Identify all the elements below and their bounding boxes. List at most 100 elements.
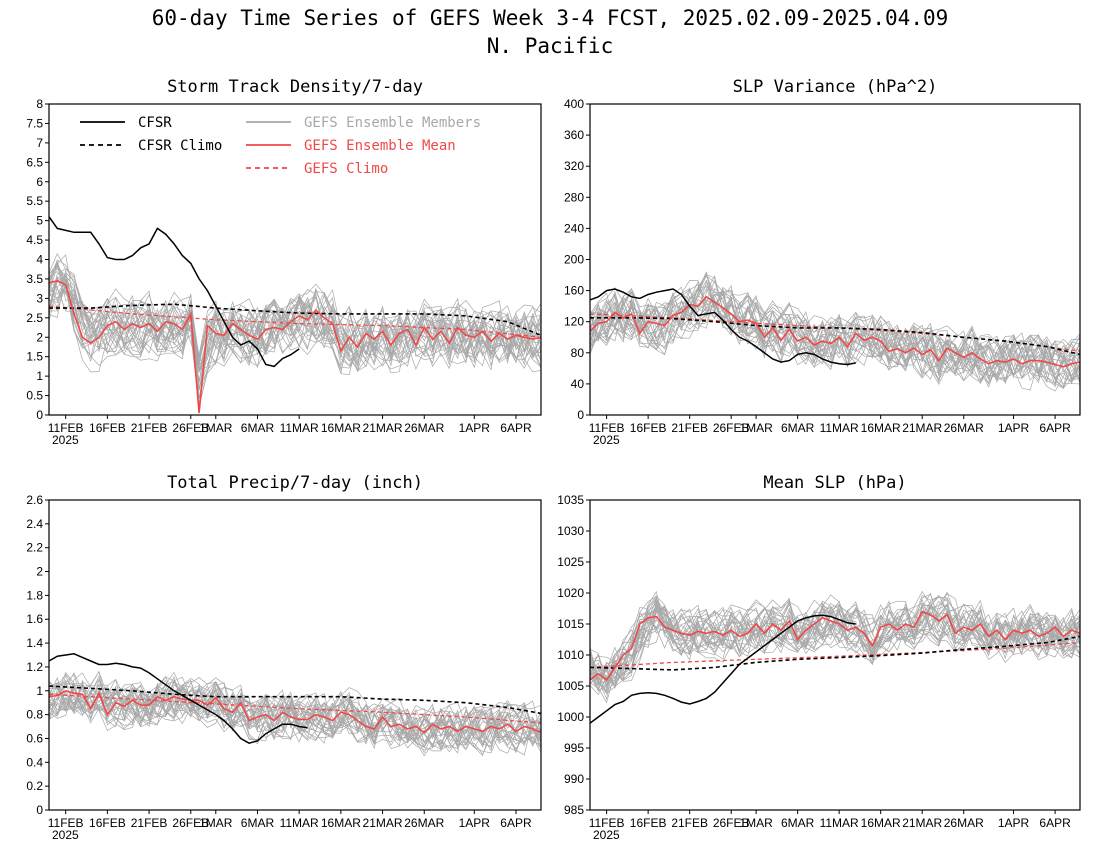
x-tick-label: 6MAR [781, 816, 815, 830]
member-line [590, 594, 1080, 686]
series-gefs-ensemble-mean [49, 280, 541, 414]
member-line [49, 671, 541, 754]
member-line [49, 252, 541, 367]
member-line [49, 679, 541, 752]
series-cfsr [49, 653, 308, 745]
x-tick-label: 16MAR [321, 421, 361, 435]
member-line [590, 280, 1080, 391]
y-tick-label: 985 [564, 803, 584, 817]
y-tick-label: 2 [36, 330, 43, 344]
x-tick-label: 16FEB [630, 816, 667, 830]
panel-4: Mean SLP (hPa) 985 990 995 1000 1005 1010 1015 1… [557, 473, 1081, 842]
series-cfsr-climo [590, 316, 1080, 356]
x-tick-label: 1APR [998, 816, 1030, 830]
panel-3: Total Precip/7-day (inch)00.20.40.60.811… [26, 473, 542, 842]
y-tick-label: 80 [571, 346, 585, 360]
y-tick-label: 1.5 [26, 350, 43, 364]
ensemble-members [49, 670, 541, 757]
x-tick-label: 11MAR [280, 816, 319, 830]
x-tick-label: 1APR [459, 421, 491, 435]
member-line [590, 272, 1080, 382]
y-tick-label: 1 [36, 684, 43, 698]
x-tick-label: 26MAR [944, 421, 984, 435]
figure-subtitle: N. Pacific [486, 34, 614, 58]
x-tick-label: 6MAR [241, 421, 275, 435]
x-tick-label: 11FEB [589, 421, 625, 435]
y-tick-label: 990 [564, 772, 584, 786]
x-tick-label: 11MAR [820, 816, 859, 830]
x-tick-label: 11MAR [820, 421, 859, 435]
y-tick-label: 1020 [557, 586, 584, 600]
x-tick-label: 6APR [500, 816, 532, 830]
x-tick-label: 1MAR [739, 421, 773, 435]
series-gefs-ensemble-mean [49, 689, 541, 734]
legend-label-gefs_climo: GEFS Climo [304, 161, 388, 177]
y-tick-label: 1010 [557, 648, 584, 662]
y-tick-label: 400 [564, 97, 584, 111]
member-line [49, 270, 541, 373]
panel-title: Total Precip/7-day (inch) [167, 473, 423, 493]
y-tick-label: 2.2 [26, 541, 43, 555]
y-tick-label: 0.8 [26, 708, 43, 722]
legend-label-cfsr: CFSR [138, 115, 172, 131]
x-tick-label: 21MAR [902, 421, 942, 435]
y-tick-label: 280 [564, 190, 584, 204]
x-tick-label: 21FEB [131, 421, 168, 435]
y-tick-label: 0.4 [26, 755, 43, 769]
x-tick-label: 16FEB [630, 421, 667, 435]
figure-title: 60-day Time Series of GEFS Week 3-4 FCST… [151, 6, 949, 30]
y-tick-label: 0 [36, 803, 43, 817]
y-tick-label: 4.5 [26, 233, 43, 247]
member-line [590, 591, 1080, 704]
x-tick-label: 21MAR [902, 816, 942, 830]
panel-title: Mean SLP (hPa) [763, 473, 906, 493]
member-line [590, 279, 1080, 387]
legend-label-members: GEFS Ensemble Members [304, 115, 481, 131]
x-tick-label: 6APR [1039, 816, 1071, 830]
y-tick-label: 8 [36, 97, 43, 111]
y-tick-label: 0.2 [26, 779, 43, 793]
y-tick-label: 0.5 [26, 389, 43, 403]
y-tick-label: 1000 [557, 710, 584, 724]
y-tick-label: 5 [36, 214, 43, 228]
x-tick-label: 11MAR [280, 421, 319, 435]
y-tick-label: 1.4 [26, 636, 43, 650]
member-line [590, 590, 1080, 682]
x-tick-label: 21MAR [363, 421, 403, 435]
y-tick-label: 1025 [557, 555, 584, 569]
series-gefs-ensemble-mean [590, 610, 1080, 681]
member-line [49, 683, 541, 744]
panel-1: Storm Track Density/7-day 0 0.5 1 1.5 2 2.5 3 3.… [26, 77, 542, 447]
y-tick-label: 2.4 [26, 517, 43, 531]
x-tick-label: 26FEB [172, 816, 209, 830]
x-tick-label: 1MAR [739, 816, 773, 830]
member-line [590, 280, 1080, 382]
y-tick-label: 2.6 [26, 493, 43, 507]
ensemble-members [590, 590, 1080, 704]
series-cfsr-climo [590, 635, 1080, 671]
series-gefs-ensemble-mean [590, 295, 1080, 368]
member-line [590, 603, 1080, 692]
member-line [590, 287, 1080, 382]
x-tick-label: 11FEB [48, 421, 84, 435]
x-tick-label: 16MAR [861, 816, 901, 830]
member-line [590, 294, 1080, 385]
series-group [590, 288, 1080, 368]
member-line [590, 593, 1080, 693]
member-line [49, 676, 541, 746]
x-tick-label: 1MAR [199, 421, 233, 435]
x-tick-label: 16FEB [89, 816, 126, 830]
member-line [49, 684, 541, 754]
ensemble-members [49, 252, 541, 407]
y-tick-label: 1.2 [26, 660, 43, 674]
x-tick-label: 21FEB [671, 816, 708, 830]
y-tick-label: 3.5 [26, 272, 43, 286]
y-tick-label: 1.6 [26, 612, 43, 626]
x-tick-label: 11FEB [589, 816, 625, 830]
y-tick-label: 4 [36, 253, 43, 267]
y-tick-label: 1.8 [26, 588, 43, 602]
x-tick-label: 1APR [459, 816, 491, 830]
member-line [49, 270, 541, 388]
